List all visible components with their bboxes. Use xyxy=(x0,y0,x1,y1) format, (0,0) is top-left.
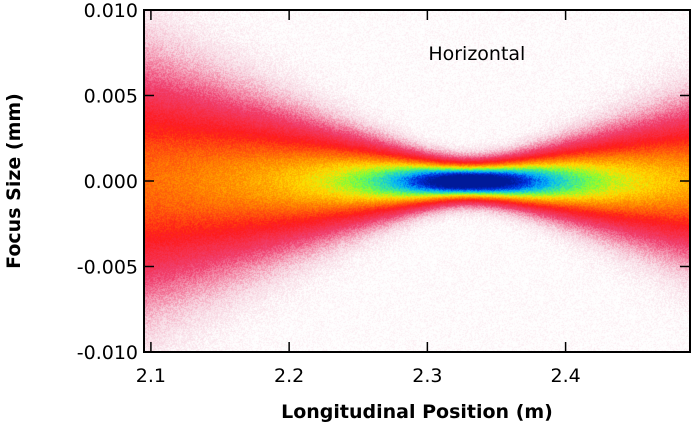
y-tick-label: 0.000 xyxy=(84,171,138,193)
x-tick-label: 2.3 xyxy=(412,365,442,387)
x-tick-label: 2.4 xyxy=(550,365,580,387)
y-tick-labels: 0.010 0.005 0.000 -0.005 -0.010 xyxy=(77,0,138,364)
y-tick-label: -0.005 xyxy=(77,257,138,279)
plot-area xyxy=(143,9,691,353)
y-tick-label: 0.010 xyxy=(84,0,138,22)
density-heatmap xyxy=(144,10,690,352)
y-axis-title: Focus Size (mm) xyxy=(3,93,25,269)
x-tick-labels: 2.1 2.2 2.3 2.4 xyxy=(136,365,581,387)
x-tick-label: 2.2 xyxy=(274,365,304,387)
annotation-horizontal: Horizontal xyxy=(428,43,525,65)
x-axis-title: Longitudinal Position (m) xyxy=(281,401,553,423)
y-tick-label: 0.005 xyxy=(84,86,138,108)
axis-ticks xyxy=(144,9,690,353)
y-tick-label: -0.010 xyxy=(77,342,138,364)
x-tick-label: 2.1 xyxy=(136,365,166,387)
heatmap-image xyxy=(144,10,690,352)
